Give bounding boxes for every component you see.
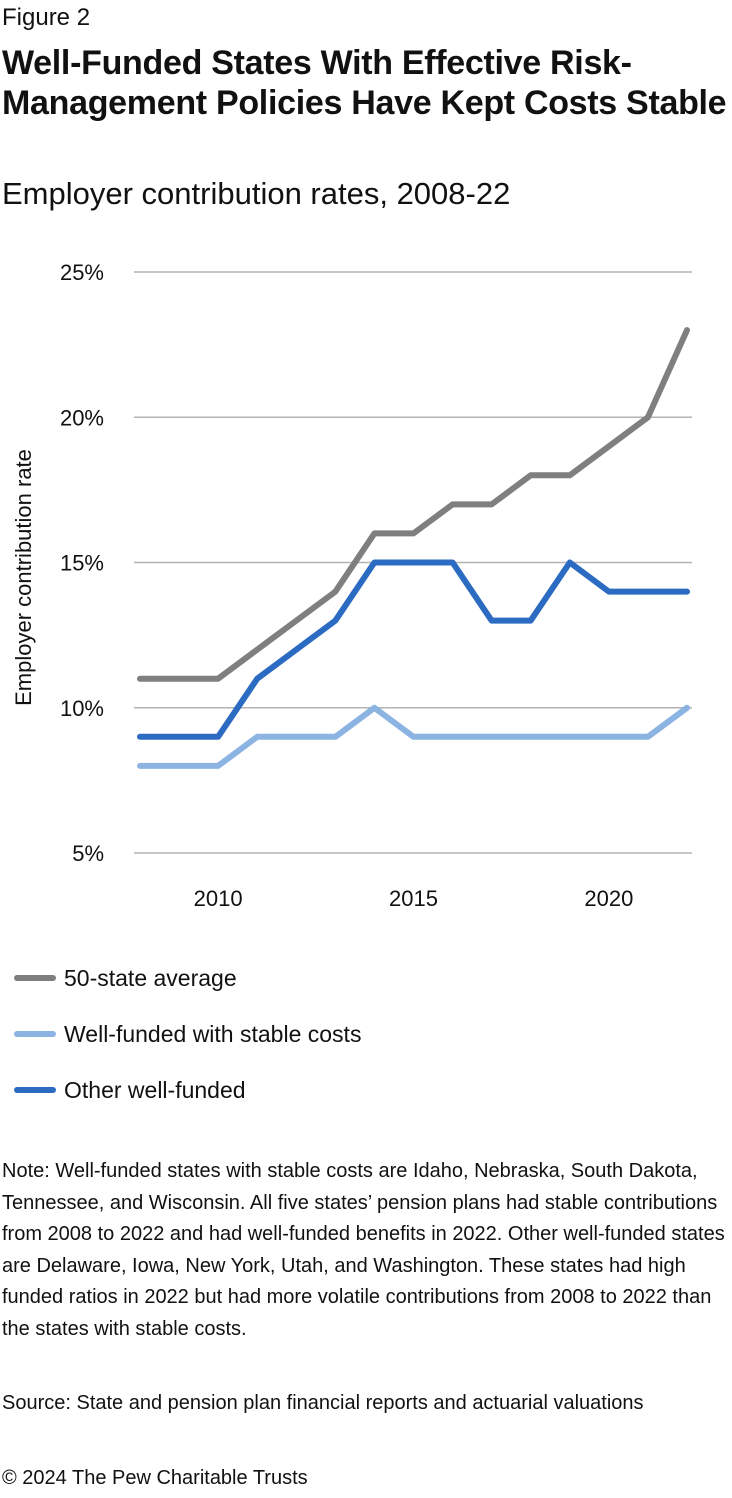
x-tick-label-2010: 2010 — [194, 886, 243, 911]
x-tick-label-2020: 2020 — [584, 886, 633, 911]
y-tick-label-5: 5% — [72, 841, 104, 866]
line-chart: 5% 10% 15% 20% 25% 2010 2015 2020 Employer contr… — [11, 260, 692, 911]
y-tick-label-10: 10% — [60, 696, 104, 721]
chart-source: Source: State and pension plan financial… — [2, 1392, 644, 1414]
legend-label-50-state-average: 50-state average — [64, 964, 237, 991]
y-axis-label: Employer contribution rate — [11, 449, 36, 706]
chart-title: Well-Funded States With Effective Risk-M… — [2, 44, 727, 122]
legend-item-other-well-funded: Other well-funded — [14, 1062, 361, 1118]
legend-label-other-well-funded: Other well-funded — [64, 1076, 246, 1103]
y-tick-label-25: 25% — [60, 260, 104, 285]
legend-item-stable-costs: Well-funded with stable costs — [14, 1006, 361, 1062]
chart-subtitle: Employer contribution rates, 2008-22 — [2, 176, 511, 211]
legend-label-stable-costs: Well-funded with stable costs — [64, 1020, 362, 1047]
copyright: © 2024 The Pew Charitable Trusts — [2, 1467, 308, 1489]
legend-item-50-state-average: 50-state average — [14, 950, 361, 1006]
legend-swatch-other-well-funded — [14, 1087, 56, 1093]
chart-note: Note: Well-funded states with stable cos… — [2, 1160, 725, 1340]
legend-swatch-stable-costs — [14, 1031, 56, 1037]
legend-swatch-50-state-average — [14, 975, 56, 981]
y-tick-label-15: 15% — [60, 551, 104, 576]
figure-label: Figure 2 — [2, 4, 91, 31]
y-tick-label-20: 20% — [60, 405, 104, 430]
x-tick-label-2015: 2015 — [389, 886, 438, 911]
series-line-other-well-funded — [137, 559, 690, 740]
chart-legend: 50-state average Well-funded with stable… — [14, 950, 361, 1118]
series-line-50-state-average — [137, 327, 690, 682]
series-line-well-funded-with-stable-costs — [137, 704, 690, 769]
